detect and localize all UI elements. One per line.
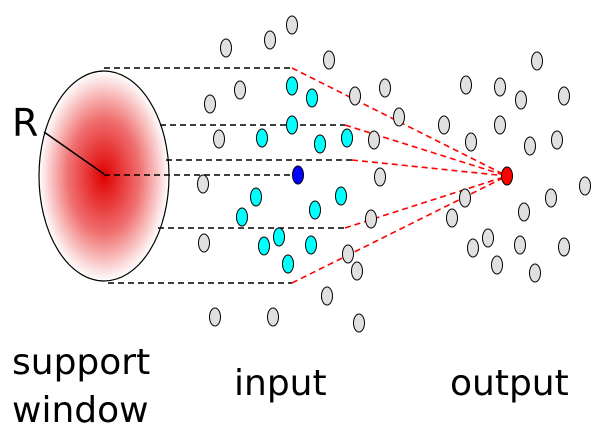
neighbor-point <box>282 254 294 274</box>
other-point <box>524 136 536 156</box>
other-point <box>467 238 479 258</box>
other-point <box>558 86 570 106</box>
other-point <box>529 263 541 283</box>
other-point <box>438 115 450 135</box>
other-point <box>286 15 298 35</box>
other-point <box>531 51 543 71</box>
connection-line <box>291 175 508 284</box>
other-point <box>393 107 405 127</box>
other-point <box>558 237 570 257</box>
other-point <box>267 307 279 327</box>
other-point <box>545 188 557 208</box>
support-window-label-line1: support <box>12 342 150 383</box>
other-point <box>515 90 527 110</box>
connection-line <box>344 175 508 229</box>
other-point <box>234 80 246 100</box>
neighbor-point <box>286 76 298 96</box>
other-points <box>197 15 591 333</box>
other-point <box>482 228 494 248</box>
other-point <box>220 38 232 58</box>
neighbor-point <box>250 187 262 207</box>
neighbor-point <box>258 236 270 256</box>
other-point <box>353 313 365 333</box>
support-window-ellipse <box>38 70 170 282</box>
other-point <box>446 208 458 228</box>
other-point <box>204 94 216 114</box>
connection-line <box>351 159 508 177</box>
input-label: input <box>234 363 327 404</box>
other-point <box>579 176 591 196</box>
neighbor-point <box>273 227 285 247</box>
neighbor-point <box>306 88 318 108</box>
other-point <box>197 174 209 194</box>
other-point <box>209 307 221 327</box>
connection-line <box>344 124 508 177</box>
query-point <box>292 165 304 185</box>
output-label: output <box>450 363 569 404</box>
other-point <box>368 130 380 150</box>
neighbor-point <box>305 235 317 255</box>
neighbor-point <box>286 115 298 135</box>
other-point <box>349 86 361 106</box>
other-point <box>374 167 386 187</box>
other-point <box>494 115 506 135</box>
support-window-label-line2: window <box>12 390 149 431</box>
other-point <box>459 188 471 208</box>
other-point <box>460 75 472 95</box>
other-point <box>213 129 225 149</box>
other-point <box>518 202 530 222</box>
neighbor-point <box>236 207 248 227</box>
other-point <box>494 77 506 97</box>
other-point <box>465 132 477 152</box>
neighbor-point <box>314 134 326 154</box>
radius-label: R <box>12 101 38 145</box>
neighbor-point <box>309 200 321 220</box>
other-point <box>379 78 391 98</box>
projection-lines <box>104 67 352 284</box>
neighbor-points <box>236 76 353 274</box>
other-point <box>514 235 526 255</box>
other-point <box>342 244 354 264</box>
output-point <box>501 166 513 186</box>
neighbor-point <box>256 128 268 148</box>
other-point <box>551 130 563 150</box>
radius-line <box>43 131 105 175</box>
other-point <box>264 30 276 50</box>
other-point <box>491 255 503 275</box>
neighbor-point <box>341 128 353 148</box>
other-point <box>351 261 363 281</box>
other-point <box>321 286 333 306</box>
other-point <box>365 209 377 229</box>
neighbor-point <box>335 186 347 206</box>
other-point <box>323 50 335 70</box>
other-point <box>198 233 210 253</box>
